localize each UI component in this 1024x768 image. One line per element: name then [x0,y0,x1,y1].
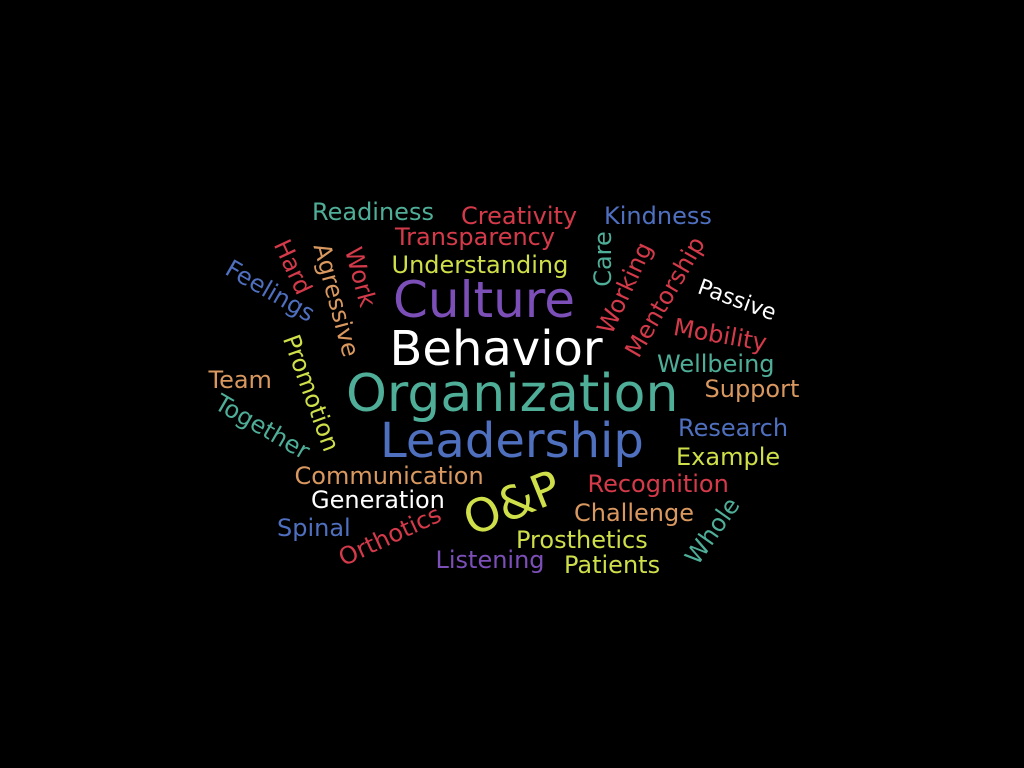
word-leadership: Leadership [380,413,644,469]
word-spinal: Spinal [277,514,351,542]
word-communication: Communication [294,462,484,490]
word-together: Together [209,388,315,466]
word-creativity: Creativity [461,202,578,230]
word-wellbeing: Wellbeing [657,350,775,378]
word-example: Example [676,443,781,471]
word-organization: Organization [346,364,679,424]
word-care: Care [588,231,617,287]
word-behavior: Behavior [389,321,603,377]
word-generation: Generation [311,486,445,514]
word-recognition: Recognition [587,470,729,498]
word-patients: Patients [564,551,661,579]
word-support: Support [704,375,800,403]
word-challenge: Challenge [574,499,694,527]
word-understanding: Understanding [391,251,569,279]
word-readiness: Readiness [312,198,434,226]
word-culture: Culture [393,271,576,329]
word-kindness: Kindness [604,202,712,230]
word-mobility: Mobility [671,313,769,357]
word-listening: Listening [435,546,545,574]
word-research: Research [678,414,789,442]
word-prosthetics: Prosthetics [516,526,648,554]
word-transparency: Transparency [395,223,556,251]
word-team: Team [208,366,272,394]
